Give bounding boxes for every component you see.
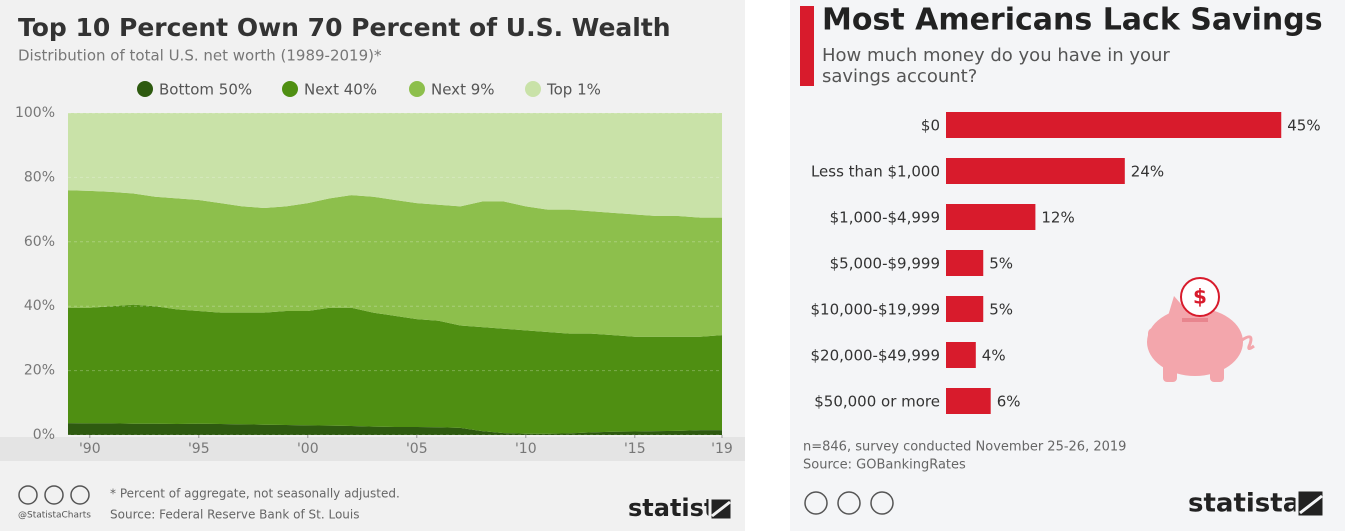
- subtitle-box: How much money do you have in your savin…: [822, 45, 1170, 87]
- value-label: 4%: [982, 347, 1006, 365]
- x-tick-label: '90: [79, 441, 101, 457]
- x-tick-label: '19: [711, 441, 733, 457]
- legend-label: Top 1%: [546, 81, 601, 99]
- chart-subtitle: Distribution of total U.S. net worth (19…: [18, 47, 382, 65]
- bar: [946, 112, 1282, 138]
- y-tick-label: 20%: [24, 363, 55, 379]
- legend-swatch: [137, 81, 153, 97]
- category-label: $20,000-$49,999: [811, 347, 940, 365]
- value-label: 45%: [1287, 117, 1320, 135]
- y-tick-label: 0%: [33, 427, 55, 443]
- category-label: $0: [921, 117, 940, 135]
- bar: [946, 158, 1125, 184]
- category-label: $1,000-$4,999: [830, 209, 940, 227]
- area: [68, 304, 722, 434]
- category-label: $50,000 or more: [814, 393, 940, 411]
- category-label: $10,000-$19,999: [811, 301, 940, 319]
- brand-logo: [708, 496, 734, 522]
- bar: [946, 250, 984, 276]
- credit: @StatistaCharts: [18, 511, 91, 521]
- y-tick-label: 60%: [24, 234, 55, 250]
- value-label: 5%: [989, 255, 1013, 273]
- legend-swatch: [282, 81, 298, 97]
- area: [68, 190, 722, 337]
- y-tick-label: 40%: [24, 298, 55, 314]
- category-label: Less than $1,000: [811, 163, 940, 181]
- x-tick-label: '10: [515, 441, 537, 457]
- x-tick-label: '05: [406, 441, 428, 457]
- right-panel: [790, 0, 1345, 531]
- legend-label: Bottom 50%: [159, 81, 252, 99]
- y-tick-label: 100%: [15, 105, 55, 121]
- x-band: [0, 437, 745, 461]
- chart-title: Most Americans Lack Savings: [822, 3, 1323, 38]
- license-icons: [18, 485, 894, 515]
- legend-swatch: [409, 81, 425, 97]
- source: Source: Federal Reserve Bank of St. Loui…: [110, 508, 359, 522]
- value-label: 5%: [989, 301, 1013, 319]
- bar: [946, 296, 984, 322]
- value-label: 24%: [1131, 163, 1164, 181]
- y-tick-label: 80%: [24, 169, 55, 185]
- footnote: * Percent of aggregate, not seasonally a…: [110, 487, 400, 501]
- legend-swatch: [525, 81, 541, 97]
- chart-subtitle: How much money do you have in your savin…: [822, 45, 1170, 87]
- source: Source: GOBankingRates: [803, 458, 966, 473]
- icon-symbol: $: [1193, 285, 1207, 309]
- area: [68, 113, 722, 218]
- note: n=846, survey conducted November 25-26, …: [803, 440, 1126, 455]
- value-label: 12%: [1041, 209, 1074, 227]
- x-tick-label: '15: [624, 441, 646, 457]
- title-accent: [800, 6, 814, 86]
- category-label: $5,000-$9,999: [830, 255, 940, 273]
- piggy-bank: [1147, 277, 1255, 382]
- brand-logo: [1295, 488, 1326, 519]
- brand: statista: [1188, 489, 1300, 519]
- chart-title: Top 10 Percent Own 70 Percent of U.S. We…: [18, 13, 671, 42]
- area: [68, 423, 722, 435]
- x-tick-label: '95: [188, 441, 210, 457]
- value-label: 6%: [997, 393, 1021, 411]
- bar: [946, 204, 1036, 230]
- bar: [946, 342, 976, 368]
- legend-label: Next 9%: [431, 81, 495, 99]
- x-tick-label: '00: [297, 441, 319, 457]
- bar: [946, 388, 991, 414]
- legend-label: Next 40%: [304, 81, 377, 99]
